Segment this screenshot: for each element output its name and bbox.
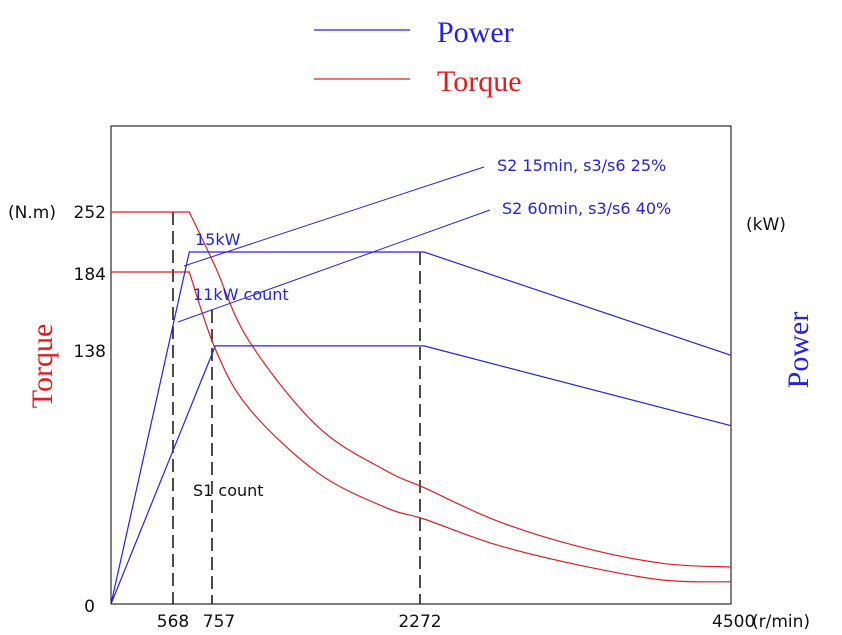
- x-tick-757: 757: [203, 612, 235, 632]
- annotation-s1-count: S1 count: [193, 481, 264, 500]
- left-tick-252: 252: [74, 203, 106, 223]
- power-curve-s1: [110, 345, 732, 605]
- legend: Power Torque: [314, 16, 522, 98]
- legend-label-power: Power: [437, 16, 514, 49]
- left-axis-title: Torque: [26, 324, 59, 409]
- x-tick-4500: 4500: [712, 612, 755, 632]
- annotation-s2-15min: S2 15min, s3/s6 25%: [497, 156, 666, 175]
- left-axis-unit: (N.m): [8, 203, 56, 223]
- x-tick-568: 568: [157, 612, 189, 632]
- x-axis-unit: (r/min): [752, 612, 810, 632]
- right-axis-title: Power: [782, 312, 815, 389]
- annotation-leaders: [177, 166, 491, 323]
- left-axis: (N.m) 252 184 138 0 Torque: [8, 203, 106, 617]
- annotation-15kw: 15kW: [195, 230, 241, 249]
- annotation-11kw-count: 11kW count: [193, 285, 289, 304]
- legend-label-torque: Torque: [437, 65, 522, 98]
- annotations: S2 15min, s3/s6 25% S2 60min, s3/s6 40% …: [193, 156, 671, 500]
- torque-curve-s1: [111, 271, 732, 583]
- plot-frame: [110, 125, 732, 605]
- torque-curve-s2: [111, 211, 732, 568]
- power-curve-s2: [110, 251, 732, 605]
- leader-s2-15: [183, 166, 485, 267]
- left-tick-138: 138: [74, 342, 106, 362]
- leader-s2-60: [177, 209, 491, 323]
- x-axis: 568 757 2272 4500 (r/min): [157, 612, 810, 632]
- annotation-s2-60min: S2 60min, s3/s6 40%: [502, 199, 671, 218]
- x-tick-2272: 2272: [398, 612, 441, 632]
- left-tick-0: 0: [84, 597, 95, 617]
- right-axis: (kW) Power: [746, 215, 815, 388]
- right-axis-unit: (kW): [746, 215, 786, 235]
- series-layer: [110, 211, 732, 605]
- reference-lines: [172, 212, 421, 604]
- left-tick-184: 184: [74, 265, 106, 285]
